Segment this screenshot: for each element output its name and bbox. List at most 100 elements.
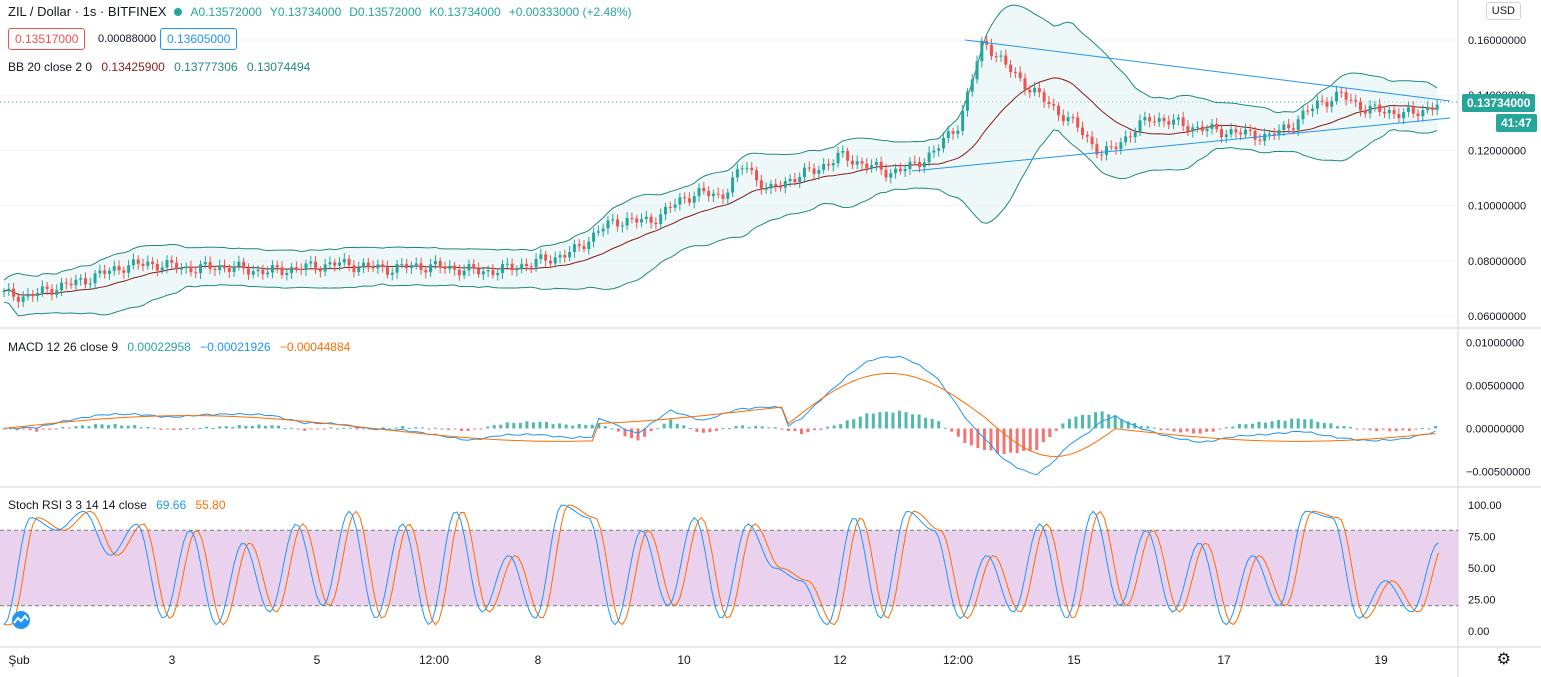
macd-histogram-bar	[283, 428, 287, 430]
candle-body	[707, 191, 711, 197]
tradingview-logo-icon[interactable]	[8, 611, 34, 629]
candle-body	[999, 55, 1003, 57]
candle-body	[841, 150, 845, 153]
currency-button[interactable]: USD	[1485, 2, 1521, 20]
macd-histogram-bar	[388, 428, 392, 430]
macd-histogram-bar	[499, 424, 503, 429]
candle-body	[1100, 154, 1104, 156]
candle-body	[927, 152, 931, 163]
stoch-d-line	[4, 504, 1439, 626]
candle-body	[1330, 101, 1334, 107]
symbol-title[interactable]: ZIL / Dollar · 1s · BITFINEX	[8, 4, 167, 19]
macd-histogram-bar	[1218, 428, 1222, 430]
macd-histogram-bar	[1113, 415, 1117, 429]
candle-body	[1186, 126, 1190, 132]
sell-button[interactable]: 0.13517000	[8, 28, 86, 50]
candle-body	[299, 268, 303, 270]
candle-body	[12, 288, 16, 297]
candle-body	[1037, 88, 1041, 93]
candle-body	[270, 265, 274, 273]
candle-body	[1090, 136, 1094, 145]
candle-body	[1200, 126, 1204, 131]
candle-body	[965, 91, 969, 111]
macd-histogram-bar	[1316, 421, 1320, 429]
macd-histogram-bar	[930, 418, 934, 429]
macd-histogram-bar	[113, 423, 117, 429]
macd-histogram-bar	[414, 427, 418, 429]
candle-body	[1272, 133, 1276, 136]
candle-body	[1095, 144, 1099, 155]
candle-body	[342, 258, 346, 263]
candle-body	[683, 197, 687, 199]
macd-histogram-bar	[911, 414, 915, 429]
macd-histogram-bar	[610, 428, 614, 430]
buy-button[interactable]: 0.13605000	[160, 28, 238, 50]
gear-icon[interactable]: ⚙	[1496, 651, 1511, 668]
candle-body	[1028, 89, 1032, 93]
macd-histogram-bar	[616, 428, 620, 432]
macd-histogram-bar	[107, 425, 111, 429]
candle-body	[1291, 128, 1295, 130]
candle-body	[131, 259, 135, 266]
macd-legend[interactable]: MACD 12 26 close 9 0.00022958 −0.0002192…	[8, 340, 356, 354]
macd-histogram-bar	[28, 428, 32, 431]
candle-body	[424, 270, 428, 273]
candle-body	[1296, 119, 1300, 130]
candle-body	[1085, 135, 1089, 137]
candle-body	[769, 183, 773, 189]
macd-histogram-bar	[362, 428, 365, 430]
candle-body	[1315, 100, 1319, 109]
candle-body	[64, 282, 68, 284]
candle-body	[1287, 124, 1291, 129]
macd-histogram-bar	[1179, 428, 1183, 433]
macd-histogram-bar	[198, 427, 202, 429]
candle-body	[568, 252, 572, 258]
candle-body	[1013, 72, 1017, 74]
macd-histogram-bar	[963, 428, 967, 443]
macd-histogram-bar	[1041, 428, 1045, 443]
symbol-header: ZIL / Dollar · 1s · BITFINEX A0.13572000…	[8, 4, 632, 19]
macd-histogram-bar	[806, 428, 810, 433]
candle-body	[203, 262, 207, 265]
candle-body	[524, 264, 528, 267]
candle-body	[1104, 146, 1108, 155]
candle-body	[280, 267, 284, 275]
macd-signal-line	[3, 372, 1436, 457]
candle-body	[242, 261, 246, 269]
bb-legend[interactable]: BB 20 close 2 0 0.13425900 0.13777306 0.…	[8, 60, 316, 74]
macd-histogram-bar	[636, 428, 640, 441]
candle-body	[376, 264, 380, 269]
macd-hist: 0.00022958	[127, 340, 191, 354]
macd-histogram-bar	[669, 419, 673, 429]
macd-histogram-bar	[433, 427, 437, 429]
macd-histogram-bar	[348, 427, 352, 429]
macd-histogram-bar	[224, 426, 228, 429]
candle-body	[994, 56, 998, 58]
candle-body	[462, 270, 466, 276]
candle-body	[687, 198, 691, 203]
stoch-legend[interactable]: Stoch RSI 3 3 14 14 close 69.66 55.80	[8, 498, 232, 512]
candle-body	[496, 272, 500, 276]
candle-body	[1224, 134, 1228, 138]
macd-histogram-bar	[133, 424, 137, 429]
macd-histogram-bar	[558, 423, 562, 429]
candle-body	[898, 168, 902, 172]
candle-body	[1239, 132, 1243, 135]
candle-body	[103, 270, 107, 274]
candle-body	[644, 216, 648, 220]
candle-body	[1301, 110, 1305, 120]
candle-body	[127, 265, 131, 273]
macd-histogram-bar	[1139, 426, 1143, 429]
macd-histogram-bar	[460, 428, 464, 431]
candle-body	[865, 163, 869, 169]
candle-body	[1426, 107, 1430, 111]
candle-body	[232, 266, 236, 272]
candle-body	[1114, 146, 1118, 149]
candle-body	[630, 217, 634, 219]
time-tick-label: 5	[314, 653, 321, 667]
macd-histogram-bar	[734, 425, 738, 429]
ohlc-open: A0.13572000	[190, 4, 262, 19]
candle-body	[740, 168, 744, 170]
candle-body	[515, 269, 519, 271]
